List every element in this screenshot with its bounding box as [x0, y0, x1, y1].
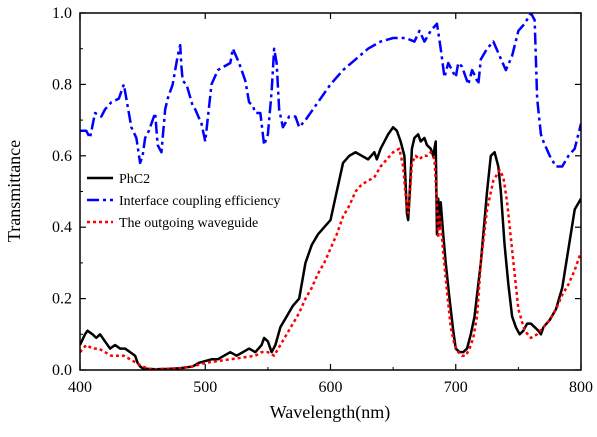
y-tick-label: 0.6 [52, 148, 72, 165]
y-tick-label: 1.0 [52, 5, 72, 22]
x-axis-title: Wavelength(nm) [270, 402, 391, 423]
y-axis-title: Transmittance [4, 140, 24, 242]
legend: PhC2 Interface coupling efficiency The out… [87, 172, 280, 231]
x-tick-label: 400 [68, 379, 92, 396]
series-line-1 [80, 125, 581, 370]
y-tick-label: 0.4 [52, 219, 72, 236]
ticks-layer: 400 500 600 700 800 0.0 0.2 0.4 0.6 0.8 1.0 [52, 5, 593, 396]
series-line-3 [80, 147, 581, 370]
y-tick-label: 0.2 [52, 291, 72, 308]
x-tick-label: 600 [319, 379, 343, 396]
y-tick-label: 0.0 [52, 362, 72, 379]
series-line-2 [80, 13, 581, 168]
y-tick-label: 0.8 [52, 76, 72, 93]
legend-label-2: Interface coupling efficiency [119, 194, 280, 209]
x-tick-label: 500 [193, 379, 217, 396]
x-tick-label: 700 [444, 379, 468, 396]
legend-label-1: PhC2 [119, 172, 150, 187]
legend-label-3: The outgoing waveguide [119, 216, 258, 231]
series-layer [80, 13, 581, 370]
x-tick-label: 800 [569, 379, 593, 396]
